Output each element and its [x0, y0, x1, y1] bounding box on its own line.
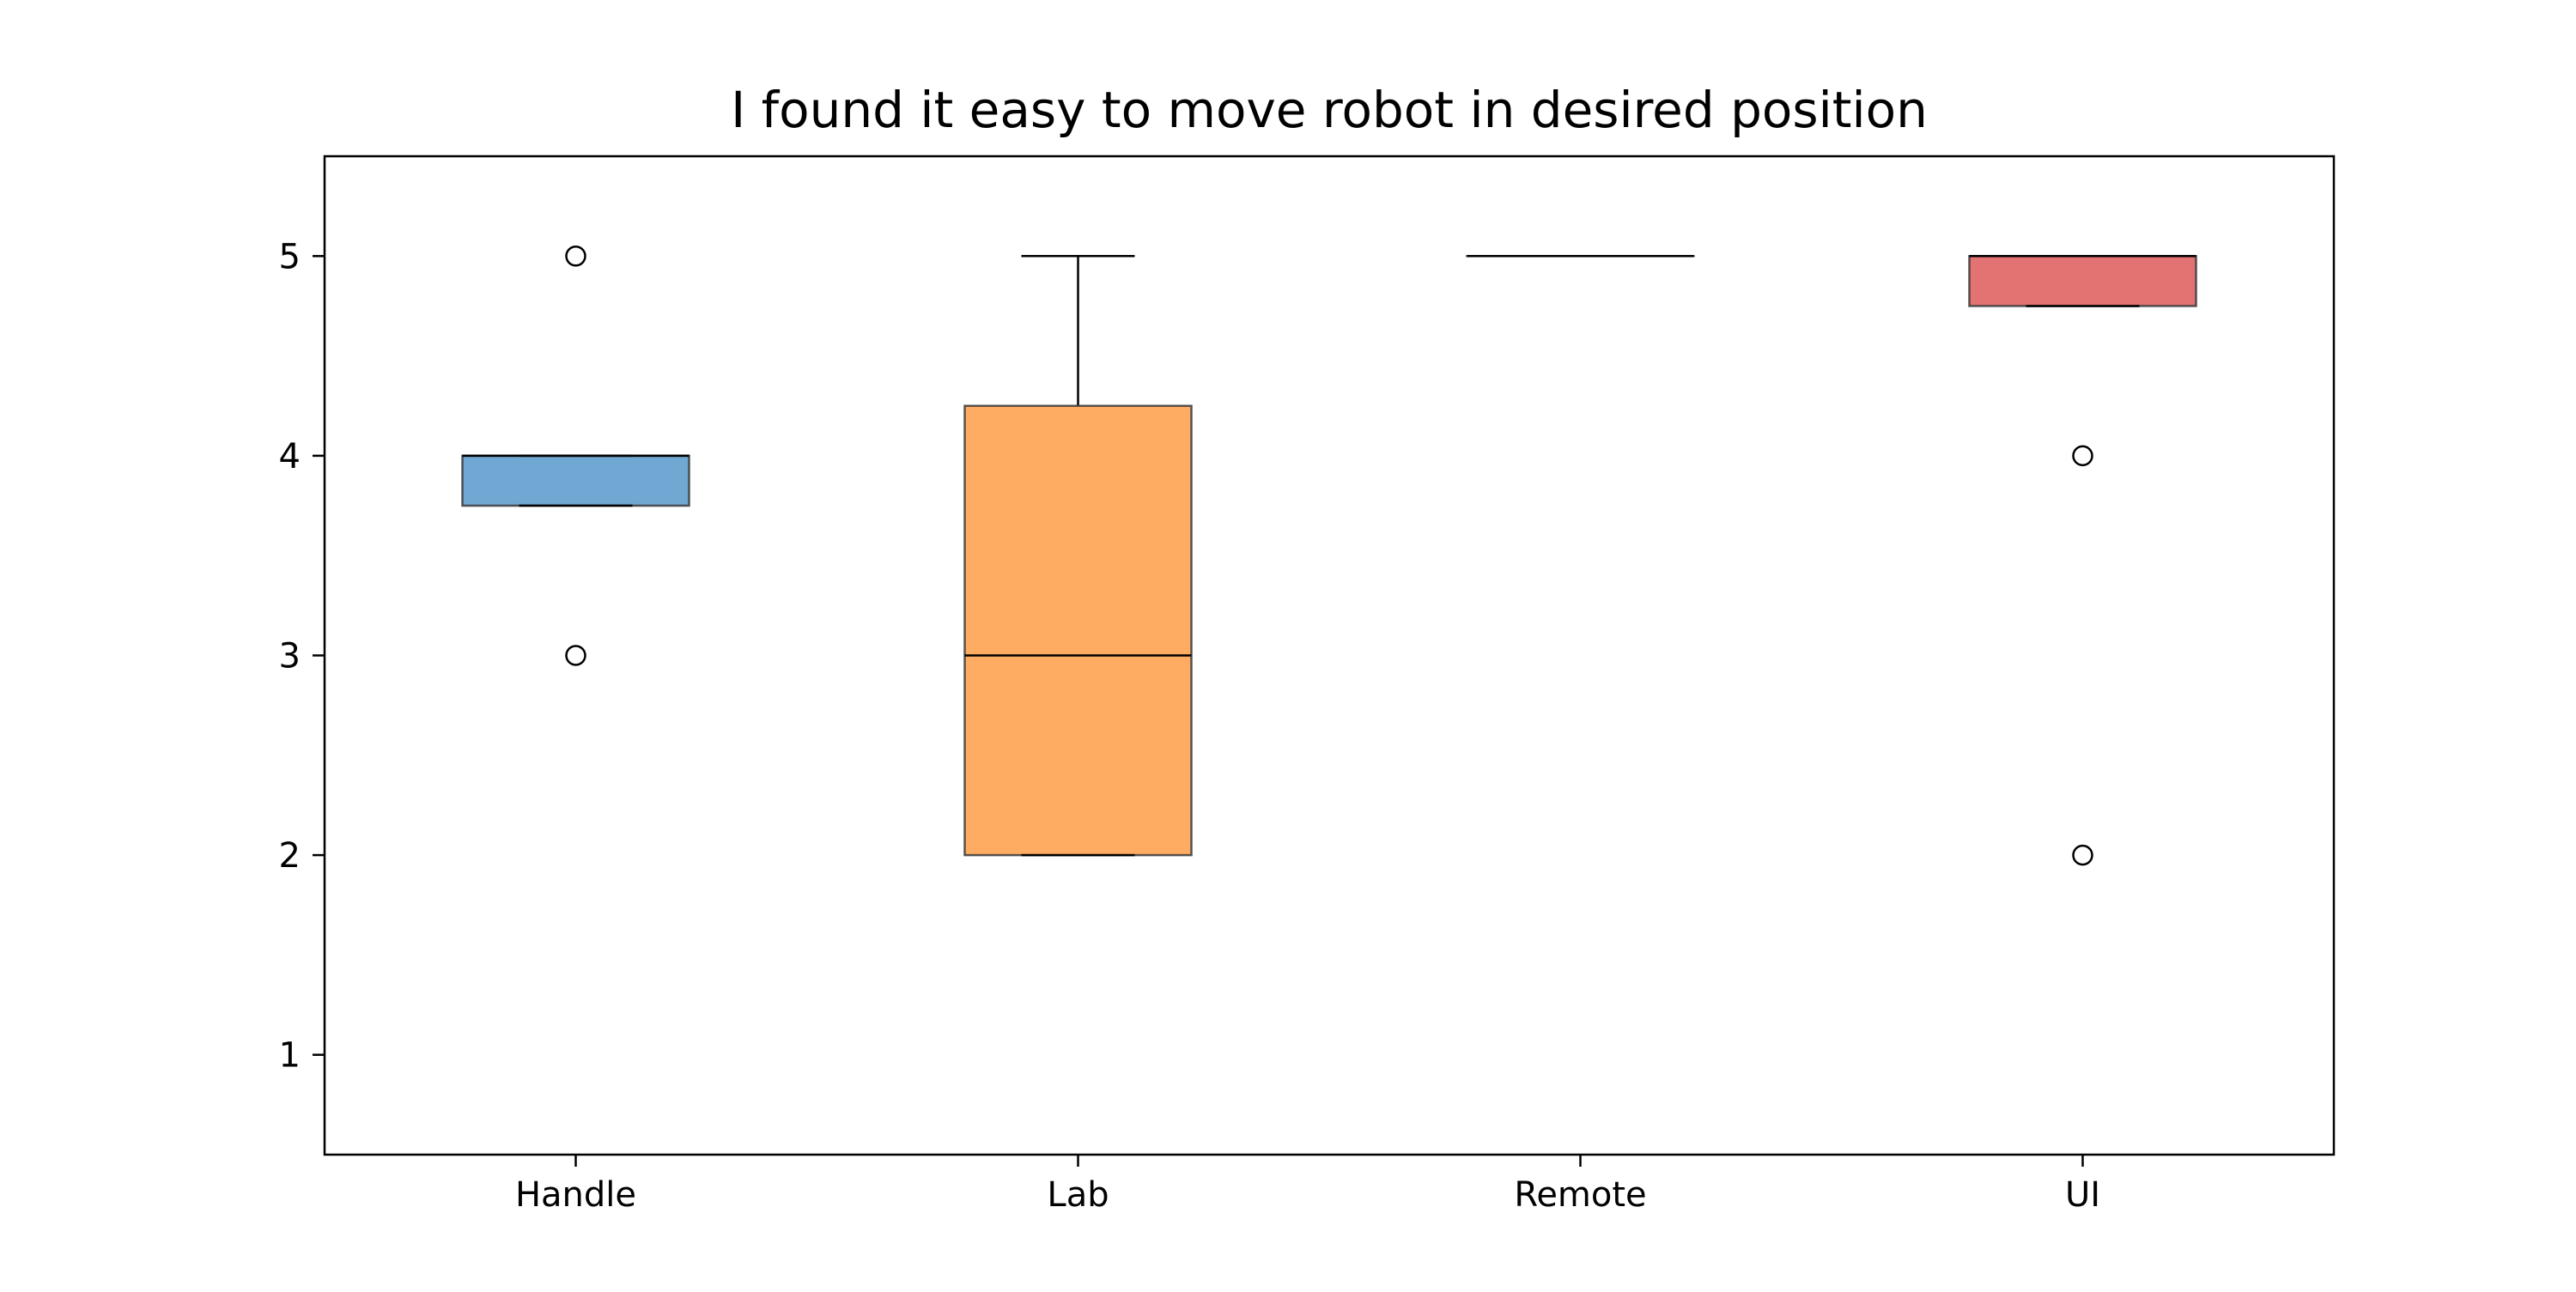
- y-tick-label: 4: [279, 437, 301, 476]
- x-tick-label: Lab: [1047, 1175, 1109, 1215]
- chart-title: I found it easy to move robot in desired…: [731, 81, 1928, 139]
- box-body: [965, 406, 1192, 855]
- x-tick-label: UI: [2065, 1175, 2100, 1215]
- box-body: [463, 456, 690, 506]
- y-tick-label: 5: [279, 237, 301, 276]
- x-tick-label: Remote: [1514, 1175, 1646, 1215]
- y-tick-label: 3: [279, 637, 301, 676]
- y-tick-label: 2: [279, 836, 301, 876]
- y-tick-label: 1: [279, 1036, 301, 1076]
- x-tick-label: Handle: [515, 1175, 636, 1215]
- box-body: [1970, 256, 2196, 306]
